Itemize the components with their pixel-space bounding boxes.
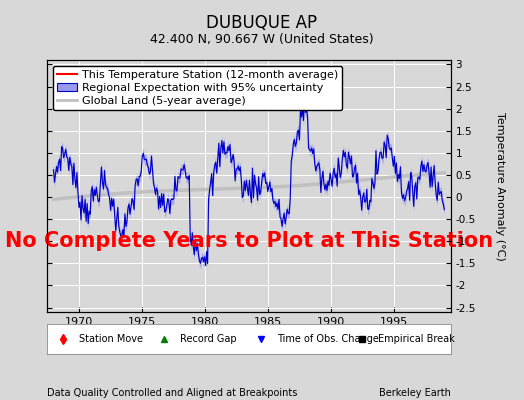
Text: Berkeley Earth: Berkeley Earth (379, 388, 451, 398)
Text: Record Gap: Record Gap (180, 334, 237, 344)
Y-axis label: Temperature Anomaly (°C): Temperature Anomaly (°C) (495, 112, 505, 260)
Text: No Complete Years to Plot at This Station: No Complete Years to Plot at This Statio… (5, 232, 493, 252)
Text: DUBUQUE AP: DUBUQUE AP (206, 14, 318, 32)
Text: Station Move: Station Move (80, 334, 144, 344)
Legend: This Temperature Station (12-month average), Regional Expectation with 95% uncer: This Temperature Station (12-month avera… (53, 66, 342, 110)
Text: Empirical Break: Empirical Break (378, 334, 455, 344)
Text: Time of Obs. Change: Time of Obs. Change (277, 334, 379, 344)
Text: Data Quality Controlled and Aligned at Breakpoints: Data Quality Controlled and Aligned at B… (47, 388, 298, 398)
Text: 42.400 N, 90.667 W (United States): 42.400 N, 90.667 W (United States) (150, 33, 374, 46)
